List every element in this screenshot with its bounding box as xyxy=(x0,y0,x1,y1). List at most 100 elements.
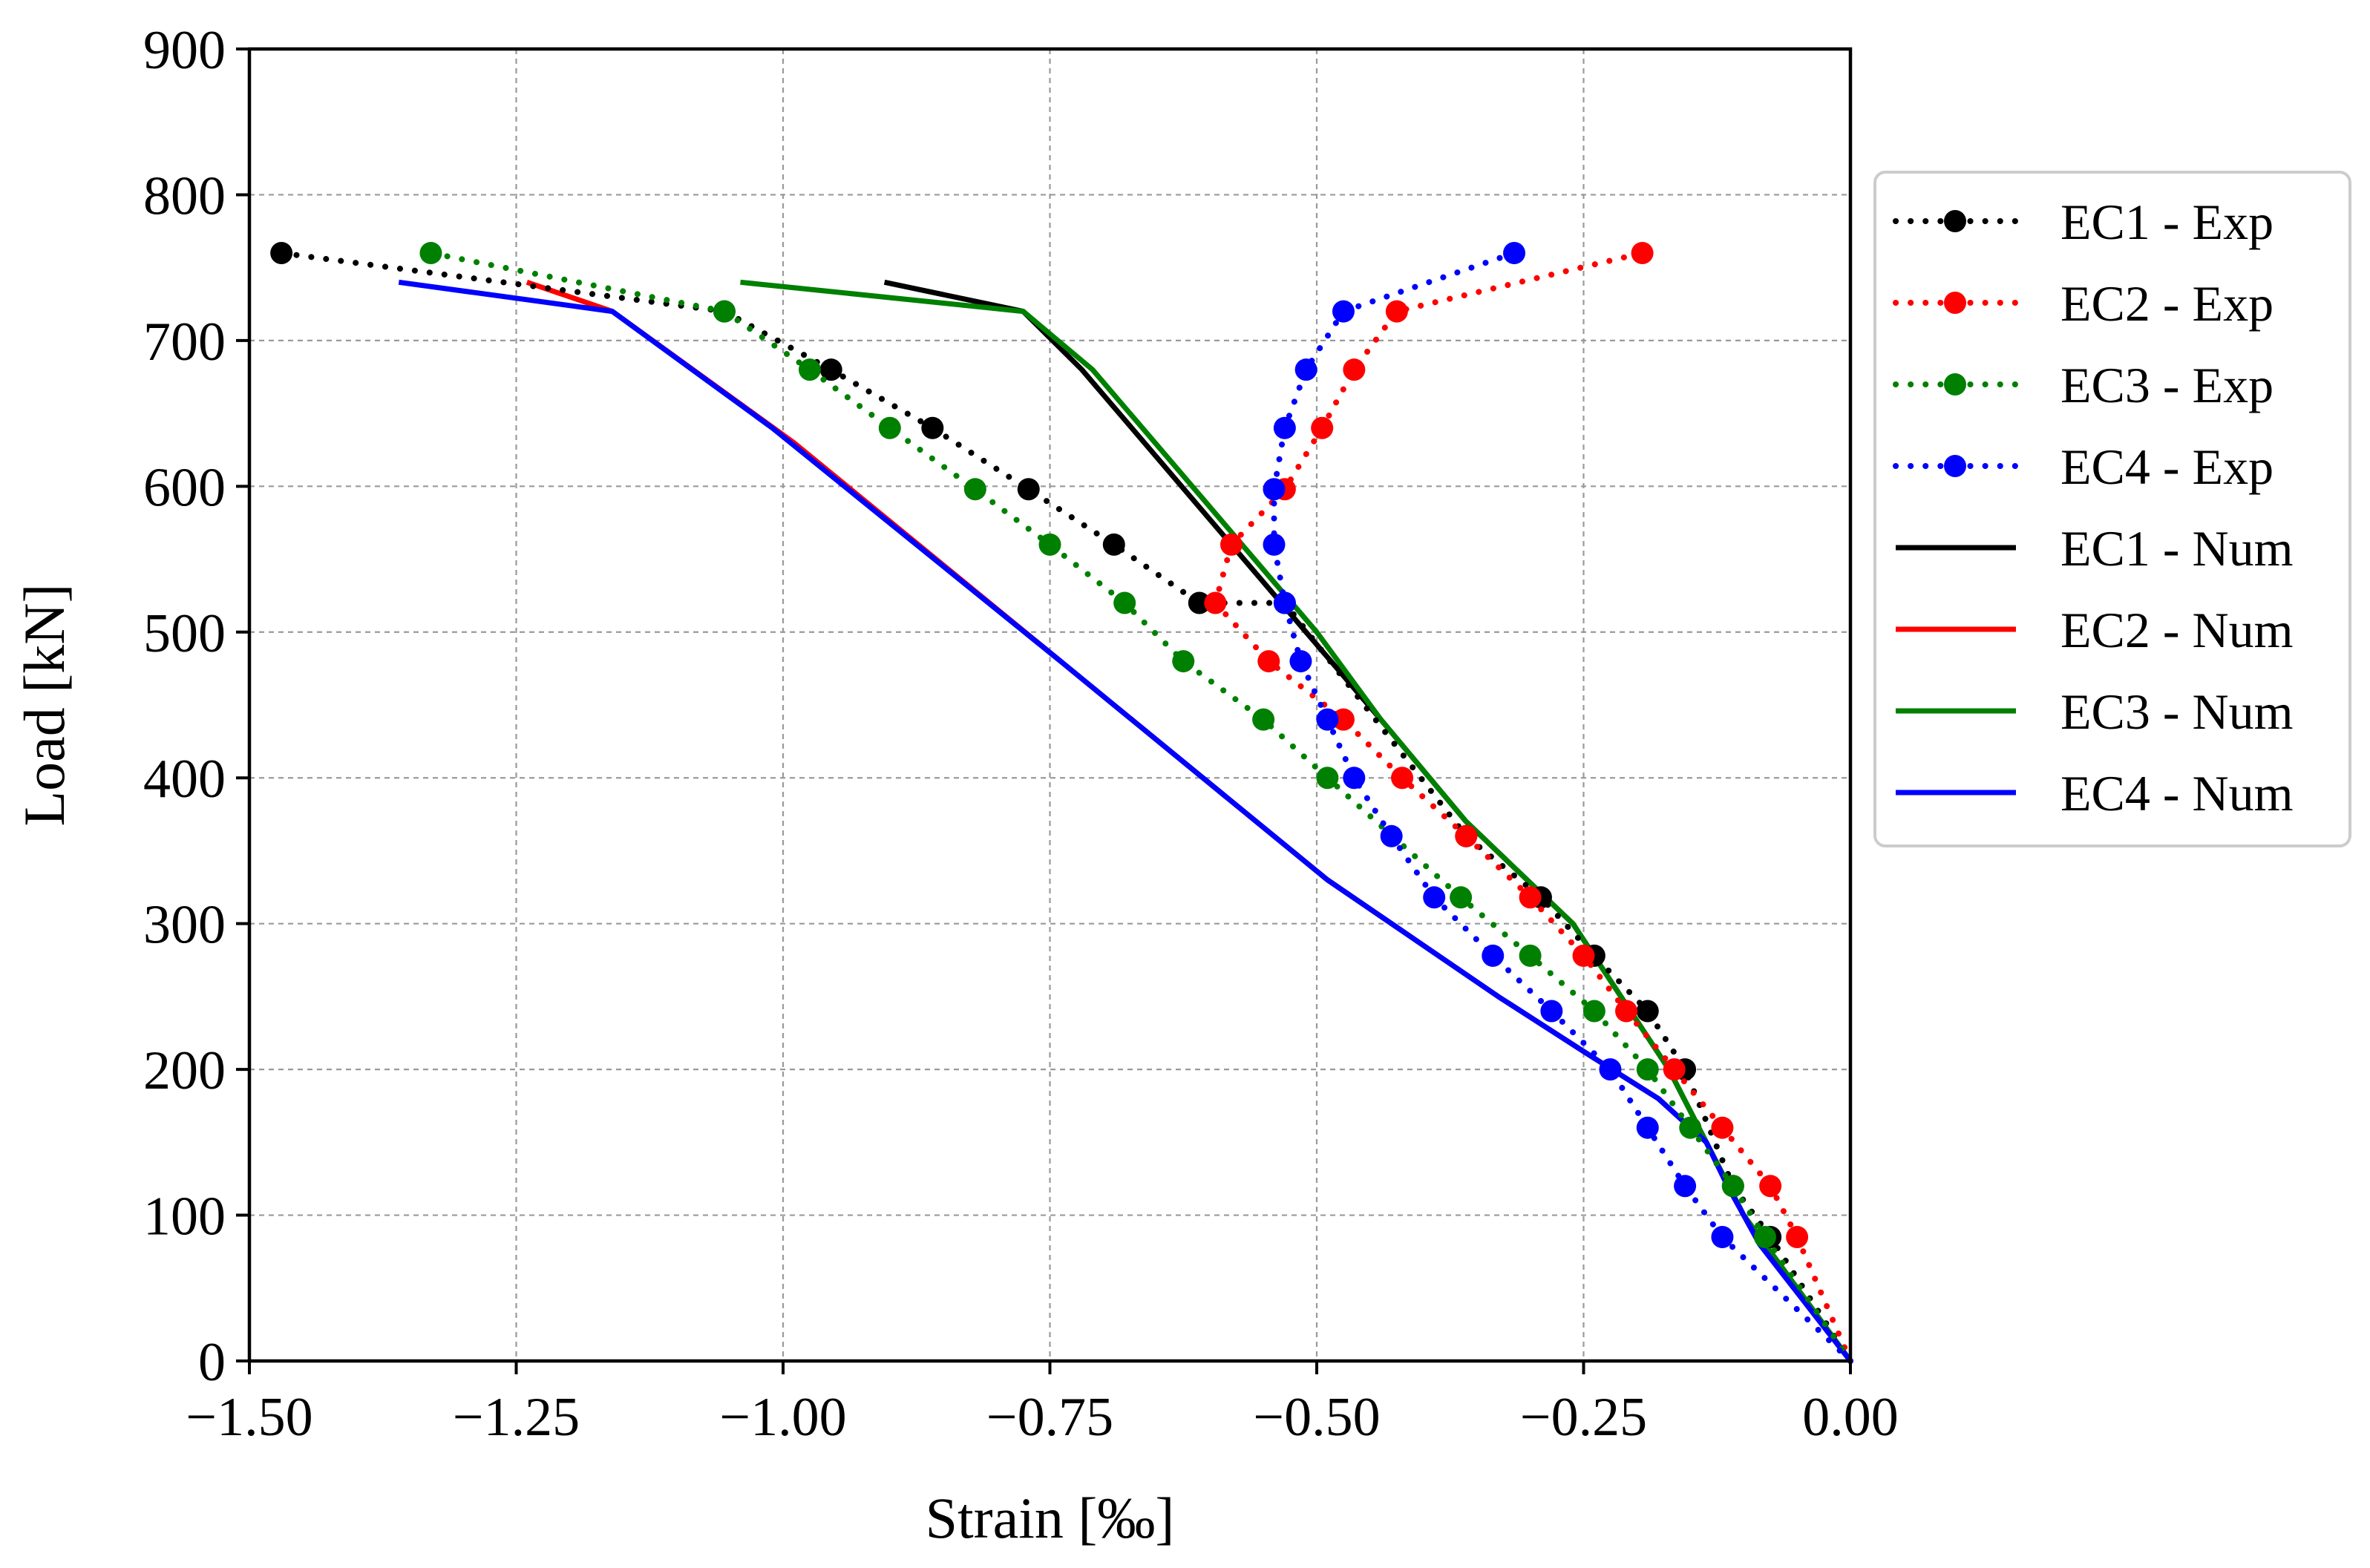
data-point xyxy=(1017,478,1040,501)
legend-item: EC3 - Num xyxy=(1896,683,2294,740)
data-point xyxy=(1663,1058,1686,1081)
legend-label: EC3 - Exp xyxy=(2060,357,2274,413)
data-point xyxy=(1311,416,1334,439)
y-tick-label: 0 xyxy=(198,1332,226,1393)
legend-marker xyxy=(1944,373,1966,396)
legend-marker xyxy=(1944,210,1966,232)
data-point xyxy=(878,416,901,439)
data-point xyxy=(1450,886,1473,909)
y-tick-label: 700 xyxy=(143,312,226,373)
series-line-ec3-num xyxy=(740,279,1853,1363)
axis-ticks: −1.50 −1.25 −1.00 −0.75 −0.50 −0.25 0.00 0 100 20… xyxy=(143,20,1899,1448)
data-point xyxy=(1385,300,1408,323)
data-point xyxy=(1711,1116,1734,1139)
x-tick-label: −0.50 xyxy=(1253,1387,1380,1448)
series-line-ec3-exp xyxy=(428,250,1853,1364)
x-tick-label: −1.50 xyxy=(186,1387,312,1448)
legend-label: EC1 - Exp xyxy=(2060,194,2274,250)
series-ec3-num xyxy=(740,279,1853,1363)
data-point xyxy=(1273,591,1296,614)
legend-label: EC2 - Num xyxy=(2060,602,2294,658)
data-point xyxy=(1343,767,1366,790)
data-point xyxy=(1482,944,1505,967)
data-point xyxy=(1455,824,1478,847)
series-ec2-exp xyxy=(1204,242,1853,1364)
y-tick-label: 300 xyxy=(143,895,226,956)
legend-item: EC4 - Num xyxy=(1896,765,2294,821)
data-point xyxy=(1113,591,1136,614)
y-tick-label: 800 xyxy=(143,165,226,226)
y-axis-title: Load [kN] xyxy=(12,583,76,826)
data-point xyxy=(1252,708,1275,731)
data-point xyxy=(1263,478,1286,501)
y-tick-label: 400 xyxy=(143,749,226,810)
data-point xyxy=(1582,1000,1605,1023)
data-point xyxy=(1294,358,1317,381)
data-point xyxy=(1316,708,1339,731)
y-tick-label: 500 xyxy=(143,603,226,664)
legend-label: EC4 - Num xyxy=(2060,765,2294,821)
data-point xyxy=(1572,944,1595,967)
data-point xyxy=(1599,1058,1622,1081)
data-point xyxy=(798,358,821,381)
series-ec3-exp xyxy=(419,242,1853,1364)
legend-label: EC1 - Num xyxy=(2060,520,2294,577)
data-point xyxy=(270,242,293,265)
legend-item: EC2 - Num xyxy=(1896,602,2294,658)
y-tick-label: 200 xyxy=(143,1040,226,1101)
legend-item: EC3 - Exp xyxy=(1893,357,2274,413)
x-axis-title: Strain [‰] xyxy=(926,1486,1175,1550)
plot-series xyxy=(270,242,1853,1364)
x-tick-label: −0.25 xyxy=(1520,1387,1647,1448)
data-point xyxy=(1711,1226,1734,1249)
data-point xyxy=(1038,533,1061,556)
data-point xyxy=(1188,591,1211,614)
data-point xyxy=(1391,767,1414,790)
data-point xyxy=(1503,242,1526,265)
data-point xyxy=(713,300,736,323)
legend-item: EC4 - Exp xyxy=(1893,439,2274,495)
y-tick-label: 100 xyxy=(143,1187,226,1247)
data-point xyxy=(1519,886,1542,909)
y-tick-label: 600 xyxy=(143,457,226,518)
data-point xyxy=(1220,533,1243,556)
series-ec4-exp xyxy=(1263,242,1853,1364)
legend-item: EC2 - Exp xyxy=(1893,275,2274,332)
data-point xyxy=(921,416,944,439)
x-tick-label: −1.00 xyxy=(719,1387,846,1448)
data-point xyxy=(1636,1058,1659,1081)
legend-box xyxy=(1873,171,2351,847)
data-point xyxy=(1204,591,1227,614)
data-point xyxy=(1615,1000,1638,1023)
data-point xyxy=(1273,416,1296,439)
legend-marker xyxy=(1944,455,1966,477)
x-tick-label: −0.75 xyxy=(986,1387,1113,1448)
data-point xyxy=(1636,1000,1659,1023)
data-point xyxy=(1631,242,1654,265)
data-point xyxy=(1263,533,1286,556)
data-point xyxy=(1343,358,1366,381)
data-point xyxy=(1102,533,1125,556)
legend-marker xyxy=(1944,292,1966,314)
legend-label: EC3 - Num xyxy=(2060,683,2294,740)
data-point xyxy=(1289,650,1312,673)
data-point xyxy=(1332,708,1355,731)
data-point xyxy=(1786,1226,1809,1249)
data-point xyxy=(1679,1116,1702,1139)
legend-item: EC1 - Exp xyxy=(1893,194,2274,250)
data-point xyxy=(1519,944,1542,967)
legend: EC1 - Exp EC2 - Exp EC3 - Exp EC4 - Exp EC1 … xyxy=(1873,171,2351,847)
data-point xyxy=(1332,300,1355,323)
legend-label: EC4 - Exp xyxy=(2060,439,2274,495)
data-point xyxy=(1759,1175,1782,1198)
data-point xyxy=(1172,650,1195,673)
data-point xyxy=(1674,1175,1697,1198)
data-point xyxy=(1721,1175,1744,1198)
data-point xyxy=(1380,824,1403,847)
data-point xyxy=(1316,767,1339,790)
data-point xyxy=(1753,1226,1776,1249)
series-line-ec1-exp xyxy=(278,250,1853,1364)
legend-label: EC2 - Exp xyxy=(2060,275,2274,332)
data-point xyxy=(1257,650,1280,673)
